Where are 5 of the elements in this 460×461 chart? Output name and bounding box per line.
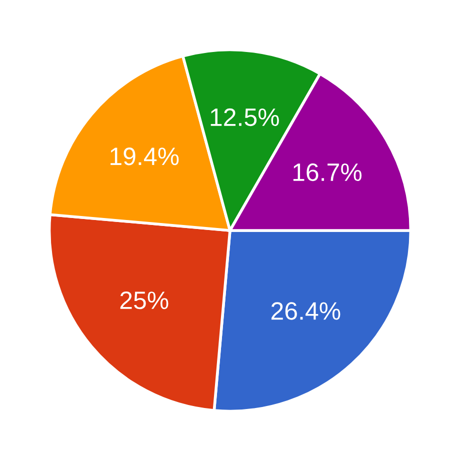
data-label: 25% [120, 291, 168, 310]
data-label: 19.4% [110, 148, 179, 166]
data-label: 26.4% [271, 302, 340, 320]
data-label: 16.7% [293, 163, 362, 182]
data-label: 12.5% [210, 108, 279, 126]
